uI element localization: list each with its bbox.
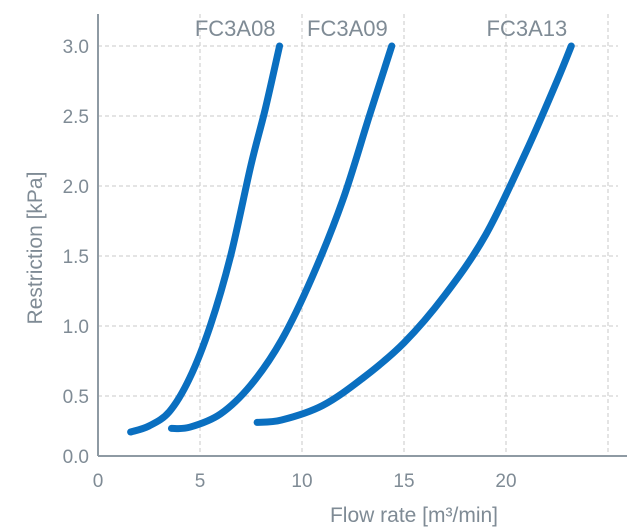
x-tick-label: 10 <box>291 471 312 492</box>
y-tick-label: 0.0 <box>63 447 89 468</box>
x-tick-label: 20 <box>495 471 516 492</box>
y-tick-label: 2.5 <box>63 107 89 128</box>
y-axis-title: Restriction [kPa] <box>24 172 47 325</box>
tick-labels: 0 5 10 15 20 0.0 0.5 1.0 1.5 2.0 2.5 3.0 <box>63 37 517 492</box>
y-tick-label: 0.5 <box>63 387 89 408</box>
series-label-fc3a09: FC3A09 <box>307 16 388 41</box>
series-labels: FC3A08 FC3A09 FC3A13 <box>195 16 567 41</box>
grid-lines <box>98 14 618 456</box>
axes <box>97 14 627 457</box>
y-tick-label: 3.0 <box>63 37 89 58</box>
y-tick-label: 1.5 <box>63 247 89 268</box>
x-tick-label: 15 <box>393 471 414 492</box>
series-label-fc3a13: FC3A13 <box>487 16 568 41</box>
x-tick-label: 5 <box>195 471 206 492</box>
series-line-fc3a09 <box>167 42 396 433</box>
x-axis-title: Flow rate [m³/min] <box>330 504 498 527</box>
x-tick-label: 0 <box>93 471 104 492</box>
y-tick-label: 2.0 <box>63 177 89 198</box>
series-label-fc3a08: FC3A08 <box>195 16 276 41</box>
y-tick-label: 1.0 <box>63 317 89 338</box>
series-line-fc3a13 <box>253 42 575 426</box>
series-line-fc3a08 <box>127 42 284 436</box>
series-curves <box>127 42 575 436</box>
